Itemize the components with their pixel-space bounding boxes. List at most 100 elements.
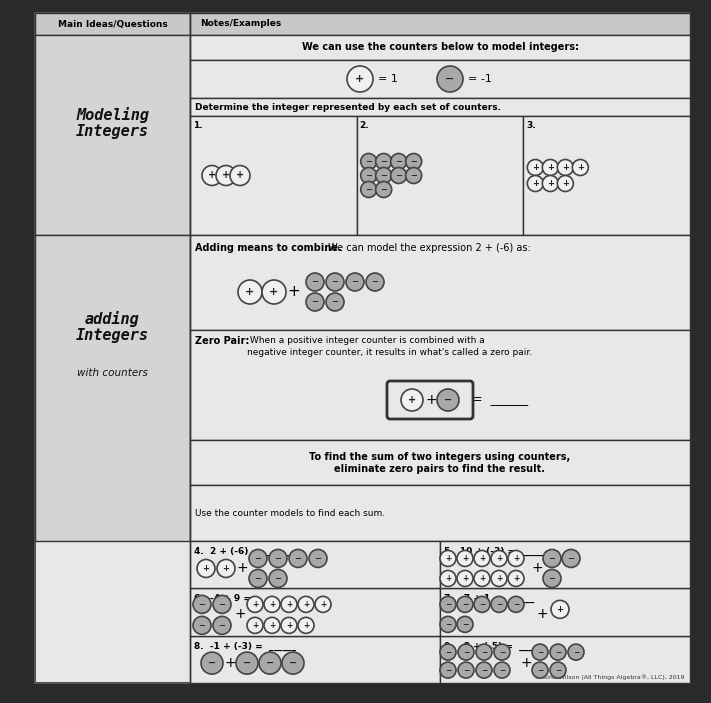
Bar	[357, 116, 523, 235]
Text: −: −	[445, 600, 451, 609]
Text: −: −	[311, 297, 319, 307]
Bar	[35, 235, 190, 541]
Text: +: +	[479, 554, 485, 563]
Text: −: −	[481, 666, 487, 675]
Circle shape	[457, 617, 473, 633]
Text: Zero Pair:: Zero Pair:	[195, 336, 250, 346]
Circle shape	[306, 293, 324, 311]
Circle shape	[440, 662, 456, 678]
Circle shape	[474, 550, 490, 567]
Circle shape	[406, 153, 422, 169]
Circle shape	[528, 160, 543, 176]
Text: −: −	[274, 574, 282, 583]
Text: −: −	[198, 600, 205, 609]
Text: −: −	[218, 600, 225, 609]
Text: −: −	[513, 600, 519, 609]
Text: −: −	[255, 554, 262, 563]
Circle shape	[528, 176, 543, 191]
Circle shape	[289, 550, 307, 567]
Circle shape	[315, 596, 331, 612]
Text: +: +	[445, 574, 451, 583]
Circle shape	[551, 600, 569, 619]
Bar	[440, 541, 690, 588]
Text: Determine the integer represented by each set of counters.: Determine the integer represented by eac…	[195, 103, 501, 112]
Bar	[190, 235, 690, 330]
Circle shape	[197, 560, 215, 577]
Text: +: +	[208, 171, 216, 181]
Text: +: +	[532, 179, 539, 188]
Circle shape	[440, 570, 456, 586]
Circle shape	[508, 596, 524, 612]
Text: 4.  2 + (-6) =  ______: 4. 2 + (-6) = ______	[194, 547, 292, 556]
Circle shape	[543, 550, 561, 567]
Text: 9.  -8 + (-5) =  ______: 9. -8 + (-5) = ______	[444, 642, 546, 651]
Text: Adding means to combine.: Adding means to combine.	[195, 243, 341, 253]
Text: −: −	[314, 554, 321, 563]
Circle shape	[247, 596, 263, 612]
Text: −: −	[311, 278, 319, 287]
Text: −: −	[255, 574, 262, 583]
Circle shape	[476, 644, 492, 660]
Text: −: −	[537, 666, 543, 675]
Text: −: −	[462, 620, 468, 629]
Text: 6.  -4 + 9 =  ______: 6. -4 + 9 = ______	[194, 594, 284, 603]
Text: Modeling
Integers: Modeling Integers	[76, 107, 149, 139]
Text: +: +	[547, 163, 554, 172]
Circle shape	[457, 570, 473, 586]
Text: −: −	[481, 647, 487, 657]
Circle shape	[298, 596, 314, 612]
Text: +: +	[496, 554, 502, 563]
Text: Notes/Examples: Notes/Examples	[200, 20, 282, 29]
Text: 2.: 2.	[360, 121, 369, 130]
Text: +: +	[222, 171, 230, 181]
Text: +: +	[445, 554, 451, 563]
Circle shape	[457, 596, 473, 612]
Circle shape	[216, 165, 236, 186]
Circle shape	[375, 167, 392, 183]
Text: +: +	[320, 600, 326, 609]
Circle shape	[298, 617, 314, 633]
Text: −: −	[410, 157, 417, 166]
Text: −: −	[365, 185, 372, 194]
Text: eliminate zero pairs to find the result.: eliminate zero pairs to find the result.	[334, 465, 545, 475]
Text: −: −	[331, 278, 338, 287]
Text: −: −	[395, 157, 402, 166]
Circle shape	[491, 570, 507, 586]
Text: +: +	[252, 600, 258, 609]
Text: −: −	[444, 395, 452, 405]
Circle shape	[542, 176, 558, 191]
Text: When a positive integer counter is combined with a
negative integer counter, it : When a positive integer counter is combi…	[247, 336, 532, 357]
Text: +: +	[236, 562, 248, 576]
Text: −: −	[274, 554, 282, 563]
Text: −: −	[567, 554, 574, 563]
Circle shape	[201, 652, 223, 674]
Circle shape	[238, 280, 262, 304]
Text: with counters: with counters	[77, 368, 148, 378]
Text: adding
Integers: adding Integers	[76, 311, 149, 343]
Circle shape	[213, 595, 231, 613]
Text: −: −	[289, 658, 297, 668]
Circle shape	[193, 595, 211, 613]
Text: −: −	[410, 171, 417, 180]
Text: +: +	[557, 605, 564, 614]
Circle shape	[309, 550, 327, 567]
Text: +: +	[536, 607, 547, 621]
Bar	[190, 440, 690, 485]
Circle shape	[390, 167, 407, 183]
Circle shape	[550, 662, 566, 678]
Circle shape	[360, 153, 377, 169]
Circle shape	[543, 569, 561, 588]
Circle shape	[508, 570, 524, 586]
Text: +: +	[547, 179, 554, 188]
Text: +: +	[245, 287, 255, 297]
Text: −: −	[266, 658, 274, 668]
Text: +: +	[269, 287, 279, 297]
Circle shape	[401, 389, 423, 411]
Circle shape	[557, 176, 573, 191]
Circle shape	[249, 569, 267, 588]
Circle shape	[390, 153, 407, 169]
Circle shape	[406, 167, 422, 183]
Circle shape	[437, 389, 459, 411]
Text: +: +	[286, 600, 292, 609]
Text: −: −	[351, 278, 358, 287]
